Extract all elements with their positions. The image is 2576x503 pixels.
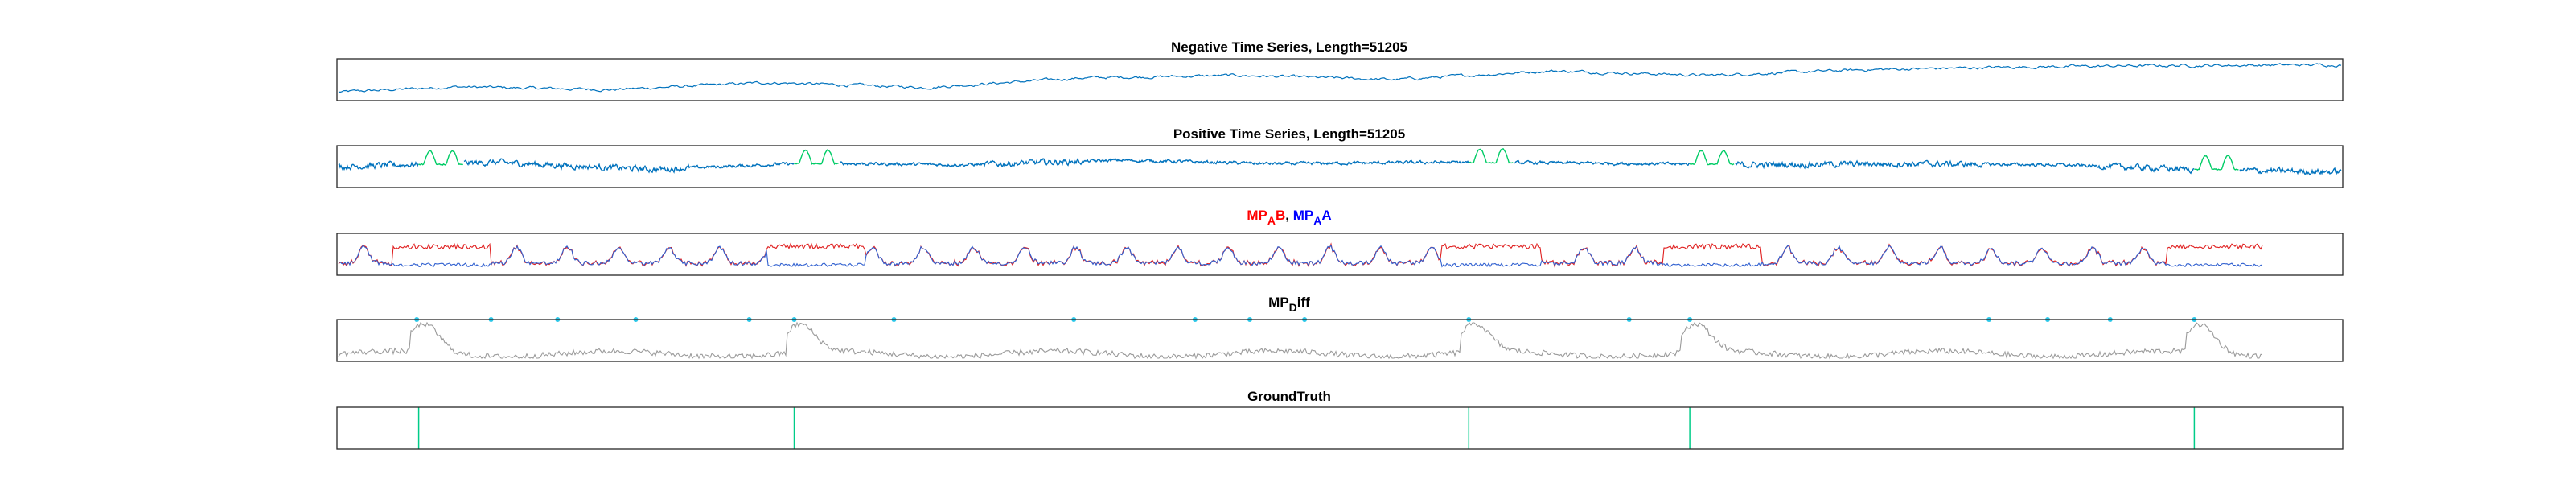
panel2-series-line [463, 158, 795, 174]
mp-aa-line [338, 244, 2263, 268]
panel3-series-area [338, 242, 2263, 268]
panel5-title: GroundTruth [1247, 389, 1331, 404]
title-part-3: , [1285, 208, 1292, 223]
panel2-title: Positive Time Series, Length=51205 [1173, 126, 1405, 142]
title-part-2: B [1276, 208, 1285, 223]
title-part-6: A [1321, 208, 1331, 223]
panel2-series-area [338, 148, 2342, 176]
title-part-2: iff [1297, 295, 1310, 310]
panel2-series-line [1514, 159, 1691, 167]
title-part-1: D [1289, 301, 1297, 314]
panel4-axes [336, 319, 2344, 362]
panel2-series-line [1735, 159, 2195, 175]
mp-diff-line [338, 321, 2263, 360]
title-part-5: A [1313, 214, 1321, 227]
panel2-axes [336, 145, 2344, 188]
title-part-0: MP [1247, 208, 1267, 223]
panel2-anomaly-segment-3 [1469, 148, 1514, 164]
panel2-anomaly-segment-2 [794, 149, 839, 166]
panel2-anomaly-segment-4 [1689, 149, 1735, 166]
panel1-axes [336, 58, 2344, 101]
title-part-0: MP [1268, 295, 1289, 310]
panel2-anomaly-segment-5 [2194, 155, 2239, 171]
title-part-4: MP [1293, 208, 1314, 223]
panel5-axes [336, 406, 2344, 450]
panel4-series-area [338, 317, 2263, 360]
panel2-series-line [839, 158, 1469, 168]
panel1-title: Negative Time Series, Length=51205 [1171, 39, 1407, 55]
title-part-1: A [1267, 214, 1276, 227]
panel1-series-area [338, 63, 2342, 93]
panel1-series-line [338, 63, 2342, 93]
panel2-series-line [2239, 166, 2342, 176]
panel5-series-area [417, 407, 2196, 449]
panel3-title: MPAB, MPAA [1247, 208, 1331, 227]
panel4-title: MPDiff [1268, 295, 1310, 314]
panel3-axes [336, 233, 2344, 276]
panel2-series-line [338, 160, 419, 171]
panel2-anomaly-segment-1 [418, 150, 464, 167]
